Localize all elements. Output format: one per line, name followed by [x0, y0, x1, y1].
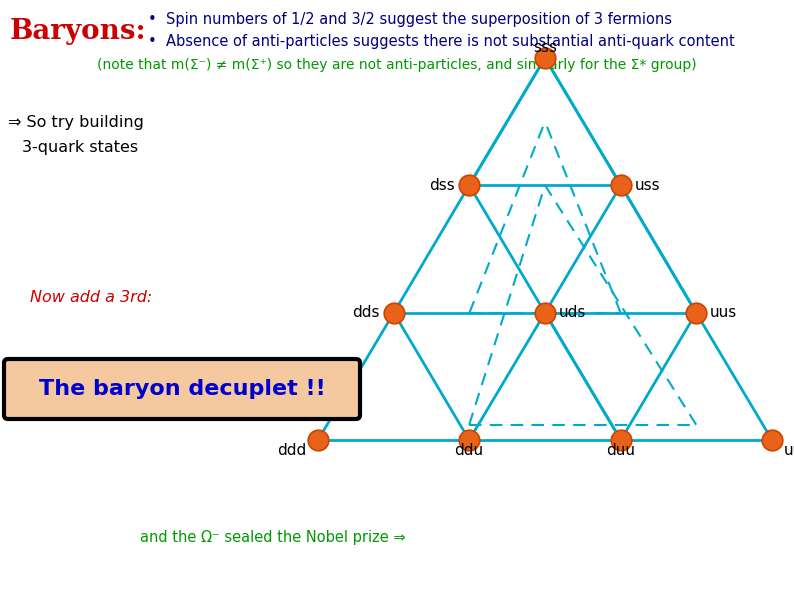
Text: ⇒ So try building: ⇒ So try building — [8, 115, 144, 130]
Text: dss: dss — [430, 178, 455, 193]
Text: uss: uss — [635, 178, 661, 193]
Text: Baryons:: Baryons: — [10, 18, 147, 45]
Text: duu: duu — [607, 443, 635, 458]
Point — [765, 435, 778, 444]
Text: uuu: uuu — [784, 443, 794, 458]
Text: •  Spin numbers of 1/2 and 3/2 suggest the superposition of 3 fermions: • Spin numbers of 1/2 and 3/2 suggest th… — [148, 12, 672, 27]
Text: dds: dds — [353, 305, 380, 320]
Text: Now add a 3rd:: Now add a 3rd: — [30, 290, 152, 305]
Point — [690, 308, 703, 318]
Text: uus: uus — [710, 305, 738, 320]
Text: The baryon decuplet !!: The baryon decuplet !! — [39, 379, 326, 399]
Text: 3-quark states: 3-quark states — [22, 140, 138, 155]
Text: and the Ω⁻ sealed the Nobel prize ⇒: and the Ω⁻ sealed the Nobel prize ⇒ — [140, 530, 406, 545]
Point — [387, 308, 400, 318]
Point — [463, 435, 476, 444]
Text: uds: uds — [559, 305, 587, 320]
FancyBboxPatch shape — [4, 359, 360, 419]
Text: ddd: ddd — [277, 443, 306, 458]
Point — [615, 435, 627, 444]
Point — [463, 180, 476, 190]
Point — [538, 308, 551, 318]
Text: sss: sss — [533, 40, 557, 55]
Text: ddu: ddu — [455, 443, 484, 458]
Point — [615, 180, 627, 190]
Text: (note that m(Σ⁻) ≠ m(Σ⁺) so they are not anti-particles, and similarly for the Σ: (note that m(Σ⁻) ≠ m(Σ⁺) so they are not… — [97, 58, 697, 72]
Point — [312, 435, 325, 444]
Text: •  Absence of anti-particles suggests there is not substantial anti-quark conten: • Absence of anti-particles suggests the… — [148, 34, 734, 49]
Point — [538, 53, 551, 62]
